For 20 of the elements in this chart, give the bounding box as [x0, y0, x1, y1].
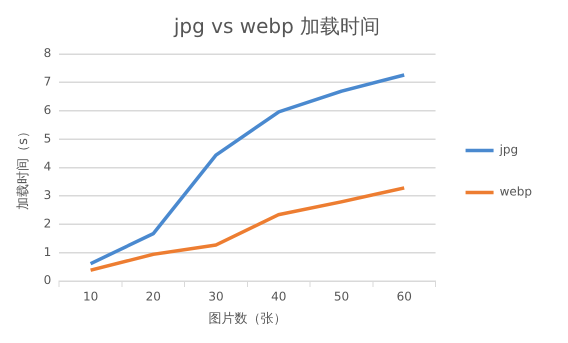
x-tick-label: 40: [271, 289, 286, 304]
y-axis-title: 加载时间（s）: [16, 125, 32, 210]
y-tick-label: 6: [44, 102, 52, 117]
x-tick-label: 20: [146, 289, 161, 304]
x-tick-label: 10: [82, 289, 98, 304]
y-tick-label: 1: [44, 244, 52, 259]
legend-label: webp: [500, 184, 532, 199]
x-tick-label: 50: [334, 289, 350, 304]
legend-label: jpg: [498, 142, 518, 157]
y-tick-label: 5: [44, 131, 52, 146]
chart-title: jpg vs webp 加载时间: [172, 14, 380, 38]
y-tick-label: 8: [44, 46, 52, 60]
y-tick-label: 0: [44, 273, 52, 288]
y-tick-label: 2: [44, 216, 52, 230]
y-tick-label: 7: [44, 74, 52, 88]
y-tick-label: 3: [44, 188, 52, 202]
y-tick-label: 4: [44, 160, 52, 174]
x-tick-label: 30: [208, 289, 224, 304]
x-axis-title: 图片数（张）: [208, 312, 286, 327]
x-tick-label: 60: [396, 289, 412, 304]
